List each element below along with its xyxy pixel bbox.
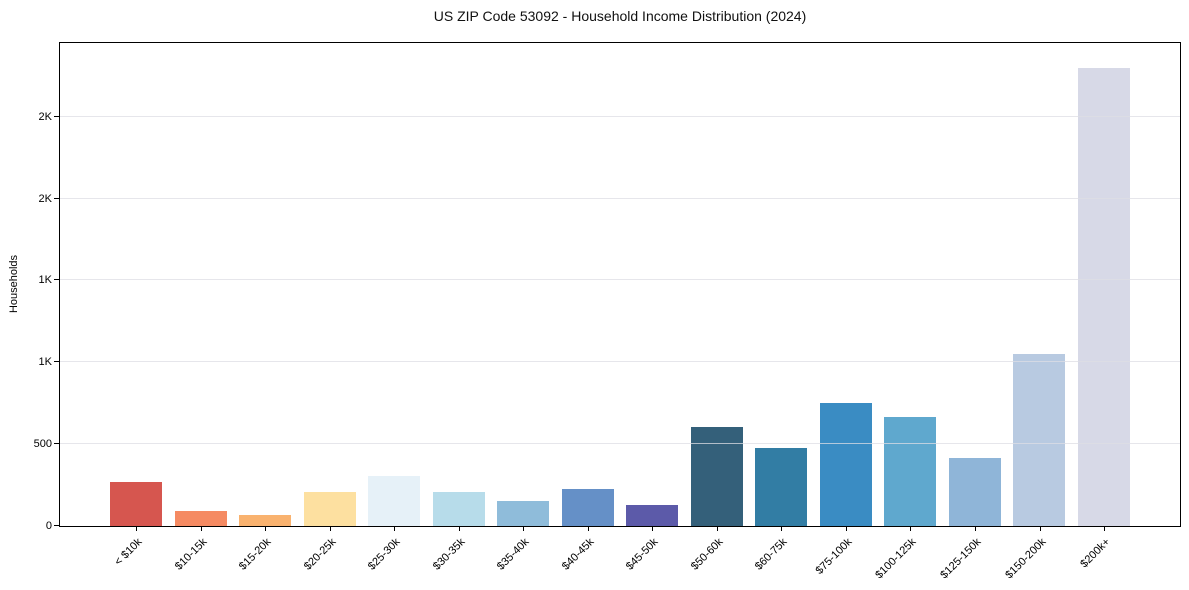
x-tick-label: $200k+: [1078, 536, 1113, 571]
y-tick-mark: [54, 197, 59, 199]
x-tick-label: $45-50k: [624, 536, 661, 573]
bar-$40-45k: [561, 489, 614, 526]
x-tick-mark: [716, 526, 718, 531]
x-tick-label: $40-45k: [559, 536, 597, 573]
bar-$50-60k: [690, 426, 743, 526]
y-tick-label: 2K: [38, 192, 52, 205]
x-tick-mark: [781, 526, 783, 531]
bar-$150-200k: [1013, 354, 1066, 526]
y-tick-mark: [54, 115, 59, 117]
bar-$10-15k: [174, 511, 227, 526]
x-tick-mark: [587, 526, 589, 531]
y-tick-mark: [54, 525, 59, 526]
bar-$200k+: [1078, 67, 1130, 526]
x-tick-label: $30-35k: [430, 536, 468, 573]
bar-$45-50k: [626, 504, 679, 526]
y-tick-mark: [54, 443, 59, 445]
bar-$60-75k: [755, 448, 808, 526]
x-tick-label: $50-60k: [688, 536, 726, 573]
bar-$75-100k: [819, 403, 872, 526]
x-tick-mark: [845, 526, 847, 531]
x-tick-mark: [1039, 526, 1041, 531]
x-tick-mark: [458, 526, 460, 531]
bar-$20-25k: [303, 492, 356, 526]
x-tick-label: $100-125k: [873, 536, 919, 582]
y-tick-mark: [54, 279, 59, 281]
chart-title: US ZIP Code 53092 - Household Income Dis…: [433, 8, 807, 24]
x-tick-mark: [394, 526, 396, 531]
gridline: [60, 197, 1180, 199]
x-tick-label: $125-150k: [938, 536, 984, 582]
gridline: [60, 361, 1180, 363]
x-tick-mark: [523, 526, 525, 531]
x-tick-label: $10-15k: [172, 536, 209, 573]
bar-$100-125k: [884, 417, 937, 526]
x-tick-label: $75-100k: [813, 536, 855, 577]
x-tick-mark: [974, 526, 976, 531]
y-tick-mark: [54, 361, 59, 363]
gridline: [60, 115, 1180, 117]
y-tick-label: 0: [45, 520, 52, 532]
x-tick-mark: [136, 526, 137, 531]
x-tick-mark: [200, 526, 202, 531]
y-tick-label: 1K: [38, 356, 52, 369]
gridline: [60, 279, 1180, 281]
y-tick-label: 500: [33, 438, 52, 451]
x-tick-mark: [910, 526, 912, 531]
bar-$25-30k: [368, 476, 421, 526]
bar-$30-35k: [432, 492, 485, 526]
bar-< $10k: [110, 481, 162, 526]
x-tick-mark: [652, 526, 654, 531]
x-tick-label: $25-30k: [365, 536, 403, 573]
bar-$125-150k: [948, 458, 1001, 526]
x-tick-mark: [265, 526, 267, 531]
bar-$35-40k: [497, 501, 550, 526]
x-tick-mark: [1104, 526, 1105, 531]
x-tick-label: $15-20k: [236, 536, 274, 573]
bar-$15-20k: [239, 515, 292, 526]
x-tick-label: $60-75k: [753, 536, 790, 573]
x-tick-label: $150-200k: [1002, 536, 1048, 582]
x-tick-label: < $10k: [112, 536, 145, 569]
x-tick-mark: [329, 526, 331, 531]
y-tick-label: 2K: [38, 110, 52, 123]
gridline: [60, 443, 1180, 445]
plot-area: 0 500 1K 1K 2K 2K < $10k $10-15k $15-20k $20-25k $…: [34, 42, 1181, 581]
y-tick-label: 1K: [38, 274, 52, 287]
x-tick-label: $35-40k: [495, 536, 532, 573]
x-tick-label: $20-25k: [301, 536, 339, 573]
